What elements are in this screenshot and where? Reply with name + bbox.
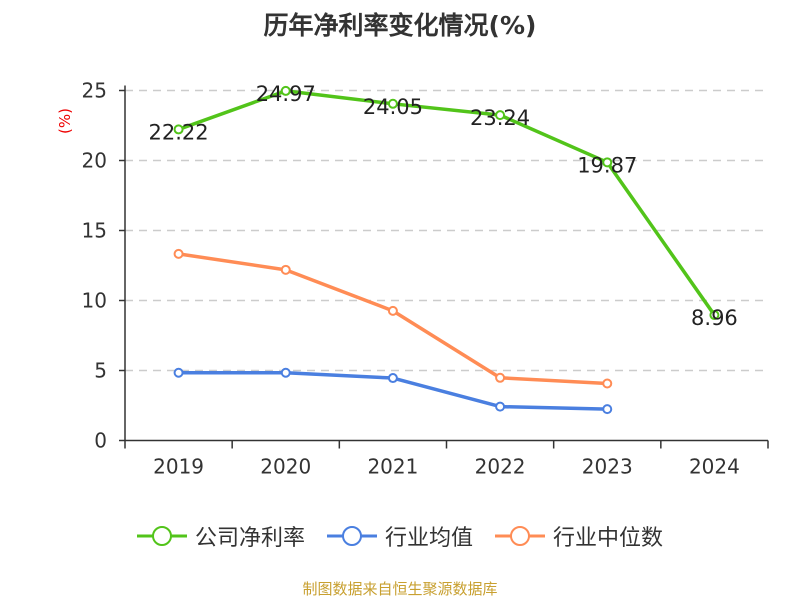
legend-item[interactable]: 行业均值: [326, 520, 473, 552]
data-label: 24.05: [363, 95, 423, 119]
legend-label: 公司净利率: [194, 526, 305, 551]
data-point: [173, 124, 184, 135]
x-tick-label: 2024: [689, 455, 740, 479]
data-point: [280, 367, 291, 378]
data-label: 19.87: [577, 153, 637, 177]
y-tick-label: 15: [82, 219, 107, 243]
data-point: [602, 404, 613, 415]
legend-marker-icon: [326, 526, 377, 546]
data-point: [602, 157, 613, 168]
y-tick-label: 20: [82, 149, 107, 173]
data-label: 24.97: [256, 82, 316, 106]
legend-label: 行业中位数: [553, 526, 664, 551]
data-label: 23.24: [470, 106, 530, 130]
series-line: [177, 89, 716, 317]
legend-marker-icon: [495, 526, 545, 546]
data-point: [495, 401, 506, 412]
data-point: [387, 373, 398, 384]
source-note: 制图数据来自恒生聚源数据库: [302, 580, 498, 598]
y-tick-label: 5: [94, 359, 107, 383]
legend: 公司净利率 行业均值 行业中位数: [0, 520, 800, 552]
legend-marker-icon: [136, 526, 187, 546]
x-tick-label: 2022: [475, 455, 526, 479]
x-tick-label: 2023: [582, 455, 633, 479]
data-point: [387, 98, 398, 109]
y-tick-label: 25: [82, 79, 107, 103]
data-point: [602, 378, 613, 389]
data-point: [709, 310, 720, 321]
x-tick-label: 2020: [260, 455, 311, 479]
legend-label: 行业均值: [384, 526, 473, 551]
y-tick-label: 0: [94, 429, 107, 453]
data-point: [280, 85, 291, 96]
y-tick-label: 10: [82, 289, 107, 313]
legend-item[interactable]: 行业中位数: [495, 520, 663, 552]
data-label: 22.22: [149, 120, 209, 144]
data-point: [173, 248, 184, 259]
data-point: [495, 372, 506, 383]
data-label: 8.96: [691, 306, 738, 330]
data-point: [387, 305, 398, 316]
data-point: [173, 367, 184, 378]
x-tick-label: 2019: [153, 455, 204, 479]
data-point: [495, 110, 506, 121]
chart-title: 历年净利率变化情况(%): [263, 11, 537, 40]
series-line: [178, 252, 608, 386]
data-point: [280, 264, 291, 275]
legend-item[interactable]: 公司净利率: [136, 520, 305, 552]
x-tick-label: 2021: [367, 455, 418, 479]
